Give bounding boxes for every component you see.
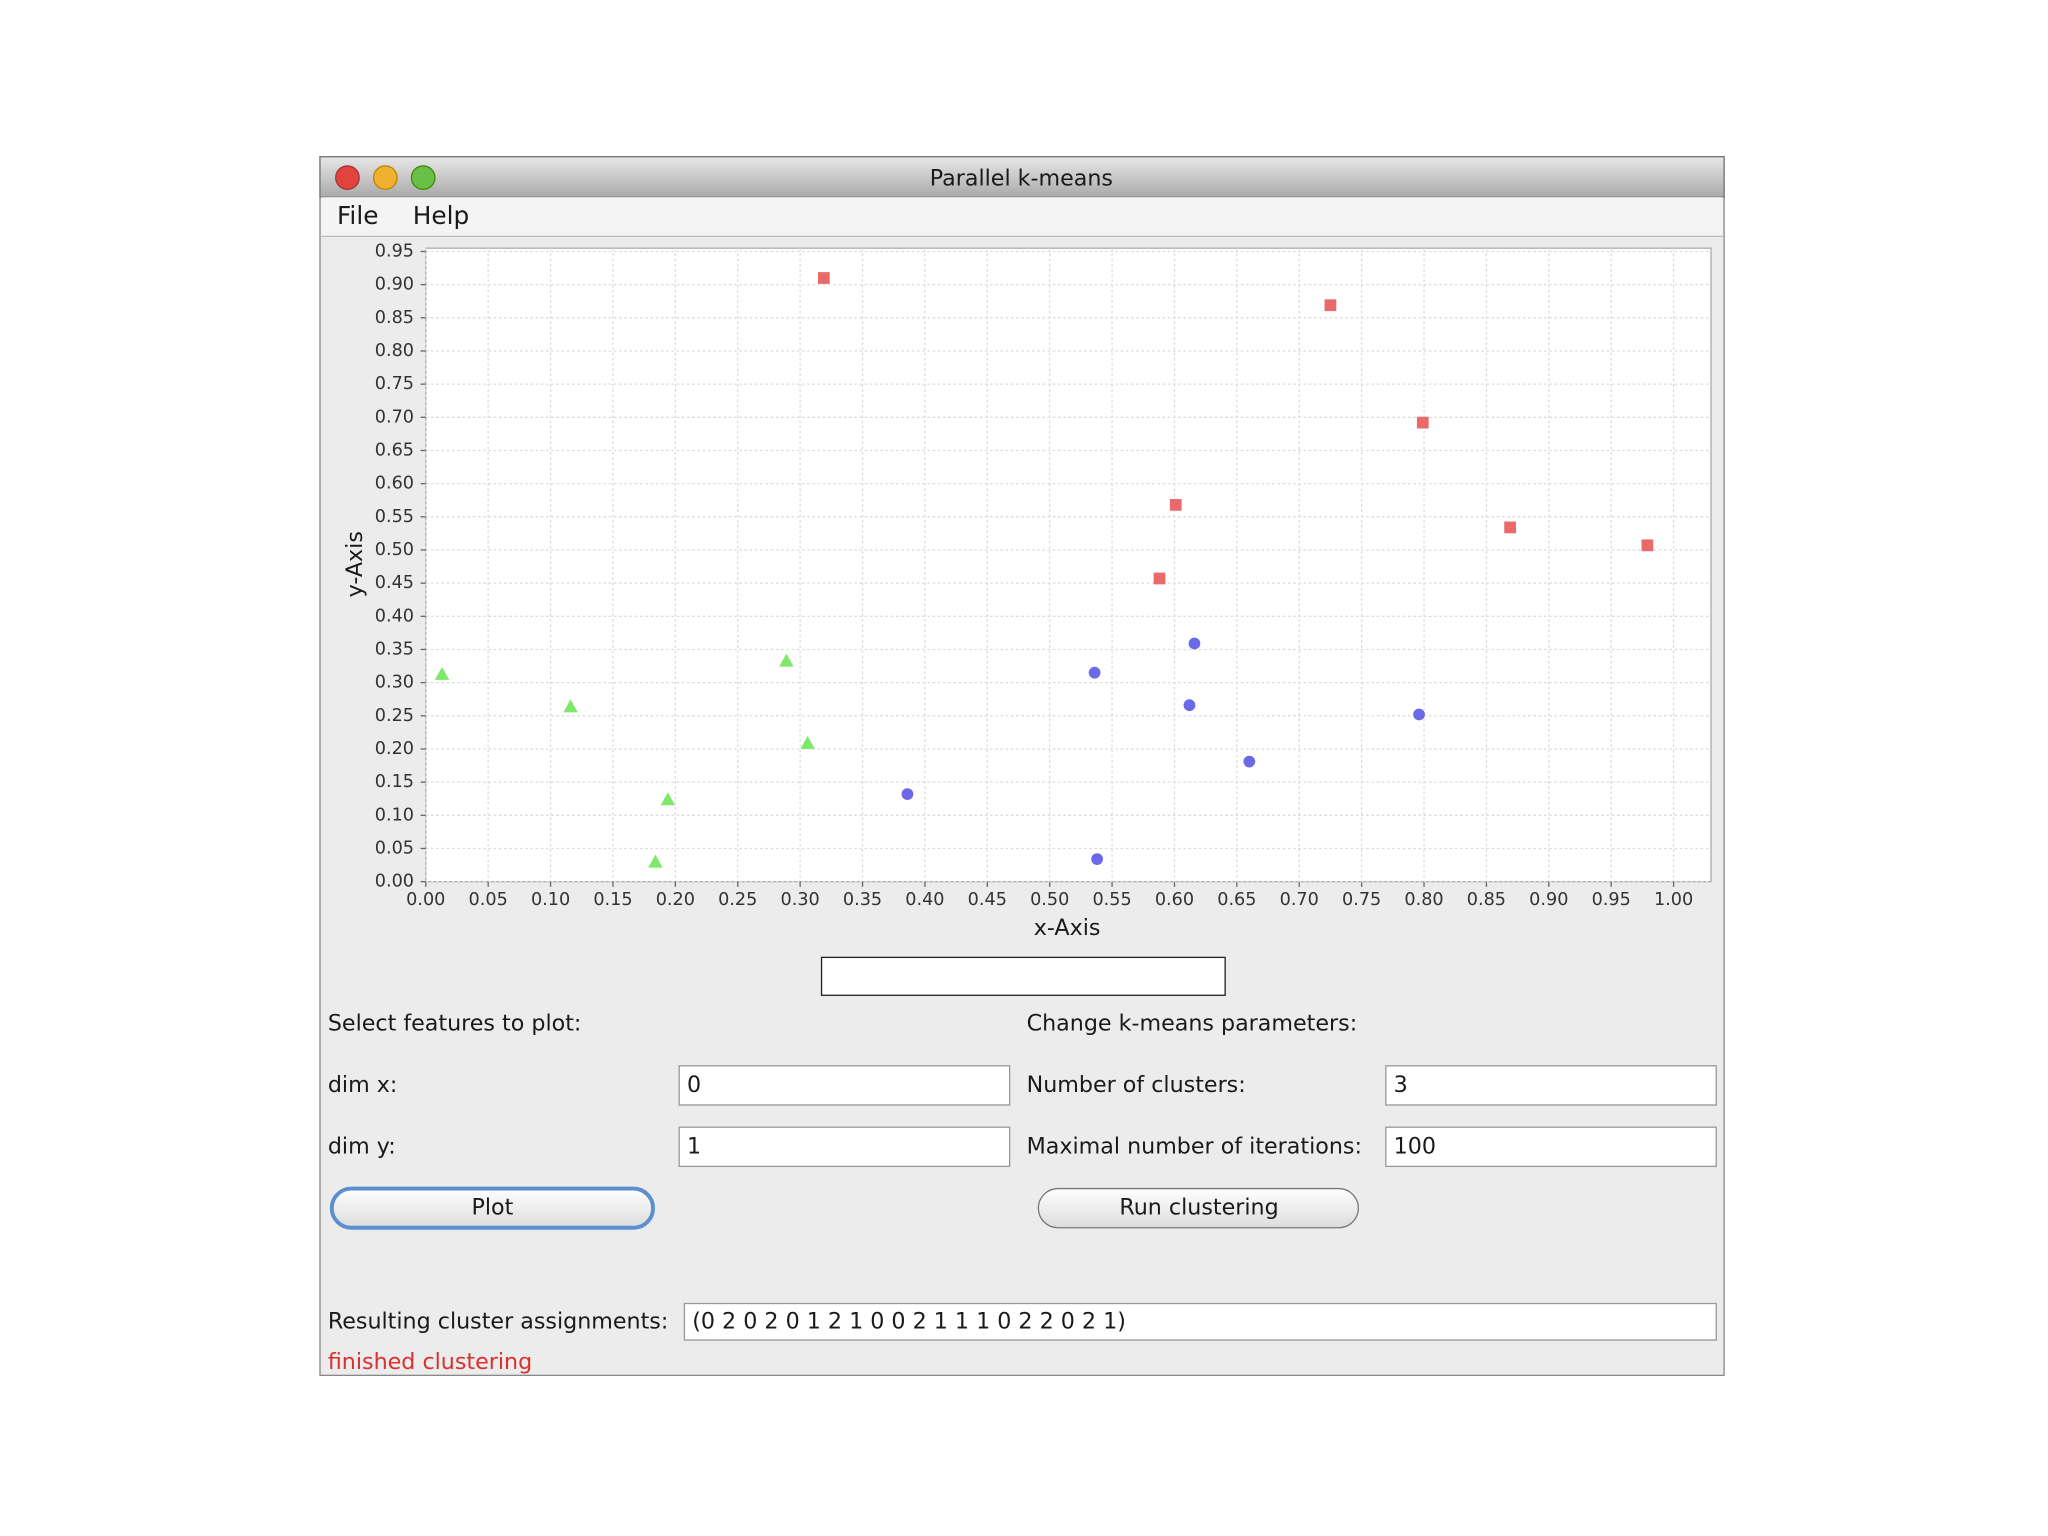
point [1641, 539, 1654, 552]
field-label: dim x: [328, 1072, 398, 1098]
x-tick-label: 0.75 [1342, 890, 1381, 910]
x-tick-label: 1.00 [1654, 890, 1693, 910]
x-tick-label: 0.65 [1217, 890, 1256, 910]
result-label: Resulting cluster assignments: [328, 1308, 669, 1334]
x-tick-label: 0.30 [781, 890, 820, 910]
x-tick-label: 0.20 [656, 890, 695, 910]
zoom-button[interactable] [410, 165, 436, 191]
button-label: Run clustering [1119, 1195, 1278, 1221]
point [817, 272, 830, 284]
y-tick-label: 0.05 [375, 838, 414, 858]
x-tick-label: 0.40 [905, 890, 944, 910]
y-tick-label: 0.90 [375, 275, 414, 295]
point [434, 666, 450, 680]
point [563, 699, 578, 713]
field-value: 100 [1394, 1133, 1436, 1159]
y-tick-label: 0.80 [375, 341, 414, 361]
field-label: Number of clusters: [1027, 1072, 1246, 1098]
y-axis-label: y-Axis [342, 531, 368, 597]
section-heading: Change k-means parameters: [1027, 1011, 1358, 1037]
x-axis-label: x-Axis [1034, 915, 1101, 941]
y-tick-label: 0.95 [375, 241, 414, 261]
y-tick-label: 0.00 [375, 872, 414, 892]
text-field[interactable] [1385, 1065, 1717, 1106]
y-tick-label: 0.85 [375, 308, 414, 328]
legend [820, 956, 1226, 996]
point [1188, 637, 1201, 650]
y-tick-label: 0.75 [375, 374, 414, 394]
x-tick-label: 0.15 [593, 890, 632, 910]
result-field[interactable] [683, 1302, 1717, 1341]
plot-area [425, 247, 1712, 883]
point [1153, 572, 1166, 585]
x-tick-label: 0.70 [1280, 890, 1319, 910]
minimize-button[interactable] [372, 165, 398, 191]
menu-bar [321, 197, 1723, 237]
result-value: (0 2 0 2 0 1 2 1 0 0 2 1 1 1 0 2 2 0 2 1… [692, 1308, 1126, 1334]
x-tick-label: 0.25 [718, 890, 757, 910]
x-tick-label: 0.00 [406, 890, 445, 910]
y-tick-label: 0.60 [375, 474, 414, 494]
y-tick-label: 0.25 [375, 706, 414, 726]
point [779, 653, 794, 667]
field-value: 1 [687, 1133, 701, 1159]
point [660, 792, 676, 806]
point [1504, 521, 1517, 534]
x-tick-label: 0.80 [1404, 890, 1443, 910]
close-button[interactable] [335, 165, 360, 191]
text-field[interactable] [1385, 1126, 1717, 1168]
x-tick-label: 0.85 [1467, 890, 1506, 910]
text-field[interactable] [678, 1126, 1011, 1168]
point [1169, 498, 1182, 511]
y-tick-label: 0.30 [375, 673, 414, 693]
y-tick-label: 0.35 [375, 639, 414, 659]
point [1183, 699, 1196, 712]
title-bar [319, 156, 1725, 198]
y-tick-label: 0.10 [375, 805, 414, 825]
x-tick-label: 0.90 [1529, 890, 1568, 910]
y-tick-label: 0.70 [375, 407, 414, 427]
x-tick-label: 0.35 [843, 890, 882, 910]
text-field[interactable] [678, 1065, 1011, 1106]
y-tick-label: 0.15 [375, 772, 414, 792]
y-tick-label: 0.65 [375, 440, 414, 460]
point [1324, 299, 1337, 312]
y-tick-label: 0.45 [375, 573, 414, 593]
y-tick-label: 0.40 [375, 606, 414, 626]
menu-item[interactable]: File [337, 201, 379, 230]
field-value: 0 [687, 1072, 701, 1098]
plot-button[interactable] [329, 1186, 656, 1230]
point [1243, 755, 1256, 768]
point [1413, 708, 1425, 721]
point [648, 854, 663, 868]
y-tick-label: 0.55 [375, 507, 414, 527]
button-label: Plot [471, 1195, 513, 1221]
x-tick-label: 0.55 [1092, 890, 1131, 910]
x-tick-label: 0.10 [531, 890, 570, 910]
y-tick-label: 0.20 [375, 739, 414, 759]
x-tick-label: 0.95 [1592, 890, 1631, 910]
x-tick-label: 0.60 [1155, 890, 1194, 910]
point [1091, 853, 1103, 865]
x-tick-label: 0.05 [469, 890, 508, 910]
x-tick-label: 0.45 [968, 890, 1007, 910]
menu-item[interactable]: Help [413, 201, 470, 230]
section-heading: Select features to plot: [328, 1011, 582, 1037]
run-button[interactable] [1037, 1187, 1360, 1229]
window-title: Parallel k-means [930, 165, 1113, 191]
point [1088, 666, 1101, 679]
y-tick-label: 0.50 [375, 540, 414, 560]
field-value: 3 [1394, 1072, 1408, 1098]
status-text: finished clustering [328, 1349, 532, 1375]
point [1416, 416, 1429, 429]
field-label: dim y: [328, 1133, 396, 1159]
field-label: Maximal number of iterations: [1027, 1133, 1362, 1159]
point [901, 788, 914, 800]
point [800, 735, 815, 749]
x-tick-label: 0.50 [1030, 890, 1069, 910]
